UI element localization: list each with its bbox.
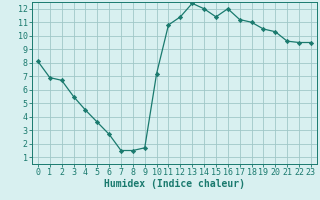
X-axis label: Humidex (Indice chaleur): Humidex (Indice chaleur): [104, 179, 245, 189]
